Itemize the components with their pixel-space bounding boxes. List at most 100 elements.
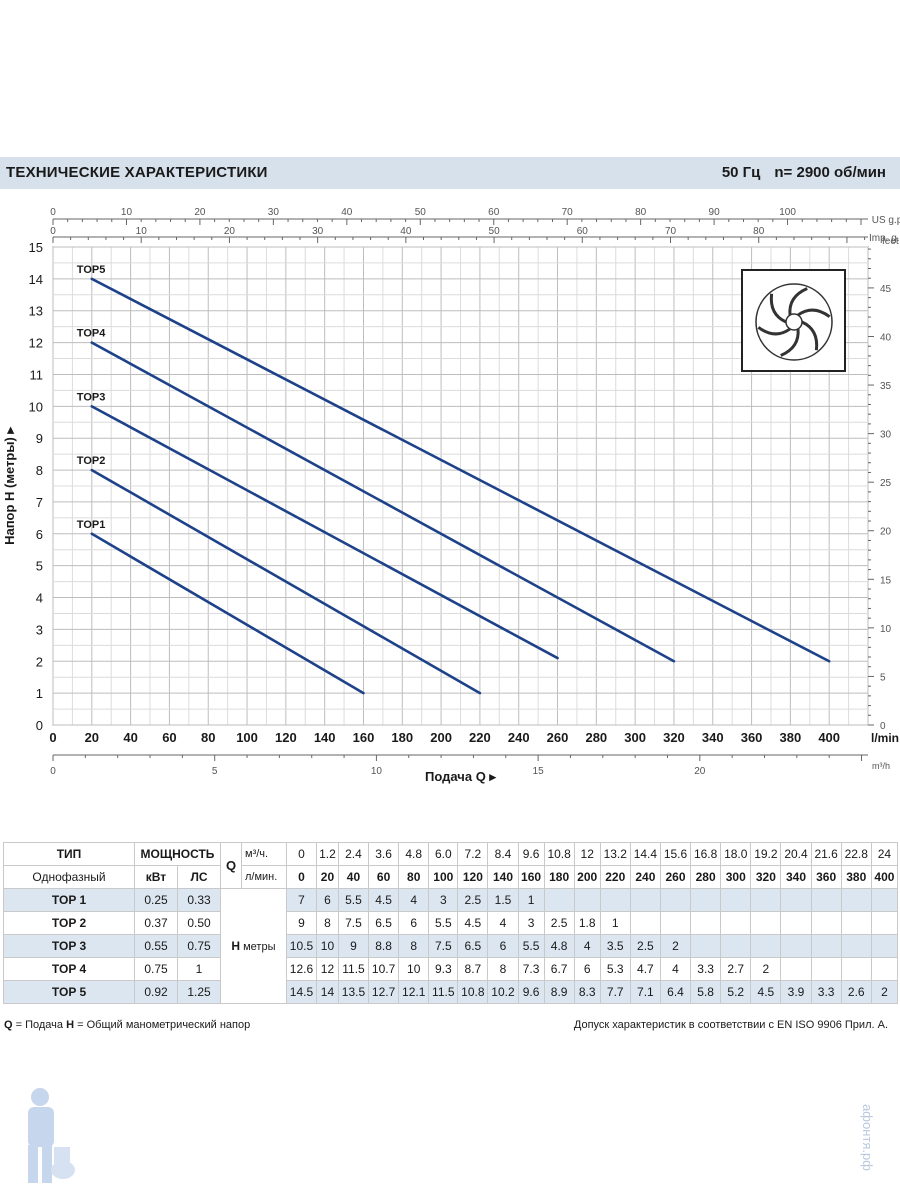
y-tick-label: 6 bbox=[36, 527, 43, 542]
head-value bbox=[573, 888, 601, 912]
table-row: TOP 5 0.92 1.25 14.5 14 13.5 12.7 12.1 11.5 10.8 1… bbox=[3, 980, 899, 1004]
y-tick-label: 13 bbox=[29, 304, 43, 319]
q-lmin-value: 380 bbox=[840, 865, 872, 889]
head-value bbox=[870, 934, 899, 958]
head-value: 12 bbox=[316, 957, 339, 981]
h-label-cell: Н метры bbox=[220, 888, 287, 1004]
x-tick-label: 240 bbox=[508, 730, 530, 745]
head-value bbox=[840, 957, 872, 981]
x-tick-label: 40 bbox=[123, 730, 137, 745]
q-m3h-value: 13.2 bbox=[599, 842, 631, 866]
head-value: 2.6 bbox=[840, 980, 872, 1004]
legend-q-text: = Подача bbox=[12, 1019, 67, 1031]
head-value: 14.5 bbox=[285, 980, 318, 1004]
head-value: 10.8 bbox=[457, 980, 489, 1004]
head-value bbox=[690, 911, 722, 935]
q-lmin-value: 40 bbox=[337, 865, 370, 889]
head-value: 2.7 bbox=[720, 957, 752, 981]
q-m3h-value: 4.8 bbox=[398, 842, 430, 866]
power-kw: 0.55 bbox=[134, 934, 178, 958]
head-value: 10 bbox=[398, 957, 430, 981]
q-lmin-value: 360 bbox=[810, 865, 842, 889]
impeller-vane bbox=[769, 293, 787, 324]
us-gpm-tick-label: 10 bbox=[121, 207, 133, 218]
h-unit: метры bbox=[240, 941, 276, 953]
impeller-hub bbox=[785, 313, 803, 331]
us-gpm-tick-label: 20 bbox=[194, 207, 206, 218]
table-row: TOP 4 0.75 1 12.6 12 11.5 10.7 10 9.3 8.7 8 7.3 6.7 6… bbox=[3, 957, 899, 981]
imp-gpm-tick-label: 0 bbox=[50, 226, 56, 237]
feet-tick-label: 25 bbox=[880, 478, 892, 489]
q-lmin-value: 60 bbox=[368, 865, 400, 889]
x-tick-label: 360 bbox=[741, 730, 763, 745]
y-tick-label: 2 bbox=[36, 654, 43, 669]
col-type-sub: Однофазный bbox=[3, 865, 135, 889]
head-value: 1 bbox=[599, 911, 631, 935]
power-hp: 1.25 bbox=[177, 980, 221, 1004]
x-tick-label: 80 bbox=[201, 730, 215, 745]
head-value bbox=[840, 911, 872, 935]
head-value bbox=[810, 911, 842, 935]
head-value: 2.5 bbox=[543, 911, 575, 935]
head-value bbox=[810, 957, 842, 981]
q-m3h-value: 2.4 bbox=[337, 842, 370, 866]
head-value: 1.5 bbox=[487, 888, 519, 912]
q-m3h-value: 0 bbox=[285, 842, 318, 866]
model-name: TOP 1 bbox=[3, 888, 135, 912]
us-gpm-tick-label: 80 bbox=[635, 207, 647, 218]
head-value: 8 bbox=[487, 957, 519, 981]
y-tick-label: 5 bbox=[36, 559, 43, 574]
model-name: TOP 5 bbox=[3, 980, 135, 1004]
y-tick-label: 15 bbox=[29, 240, 43, 255]
head-value bbox=[750, 888, 782, 912]
m3h-tick-label: 10 bbox=[371, 766, 383, 777]
x-tick-label: 340 bbox=[702, 730, 724, 745]
y-tick-label: 1 bbox=[36, 686, 43, 701]
x-tick-label: 160 bbox=[353, 730, 375, 745]
head-value: 11.5 bbox=[337, 957, 370, 981]
q-m3h-value: 1.2 bbox=[316, 842, 339, 866]
head-value: 4 bbox=[398, 888, 430, 912]
table-row: TOP 3 0.55 0.75 10.5 10 9 8.8 8 7.5 6.5 6 5.5 4.8 4 3.… bbox=[3, 934, 899, 958]
y-tick-label: 7 bbox=[36, 495, 43, 510]
head-value: 8.7 bbox=[457, 957, 489, 981]
head-value: 5.5 bbox=[337, 888, 370, 912]
head-value: 2.5 bbox=[629, 934, 661, 958]
series-label-top3: TOP3 bbox=[77, 391, 106, 403]
head-value: 10.7 bbox=[368, 957, 400, 981]
head-value bbox=[720, 934, 752, 958]
y-tick-label: 0 bbox=[36, 718, 43, 733]
q-lmin-value: 400 bbox=[870, 865, 899, 889]
unit-m3h: м³/ч. bbox=[241, 842, 287, 866]
imp-gpm-tick-label: 60 bbox=[577, 226, 589, 237]
page-title: ТЕХНИЧЕСКИЕ ХАРАКТЕРИСТИКИ bbox=[6, 164, 268, 181]
power-hp: 0.50 bbox=[177, 911, 221, 935]
q-lmin-value: 0 bbox=[285, 865, 318, 889]
q-m3h-value: 20.4 bbox=[780, 842, 812, 866]
q-m3h-value: 8.4 bbox=[487, 842, 519, 866]
m3h-axis-label: m³/h bbox=[872, 761, 890, 771]
head-value: 3.5 bbox=[599, 934, 631, 958]
head-value: 7.3 bbox=[517, 957, 545, 981]
head-value: 2 bbox=[659, 934, 692, 958]
head-value: 6 bbox=[573, 957, 601, 981]
x-tick-label: 180 bbox=[391, 730, 413, 745]
us-gpm-tick-label: 60 bbox=[488, 207, 500, 218]
power-hp: 0.75 bbox=[177, 934, 221, 958]
imp-gpm-tick-label: 80 bbox=[753, 226, 765, 237]
head-value: 5.5 bbox=[517, 934, 545, 958]
x-tick-label: 20 bbox=[85, 730, 99, 745]
x-tick-label: 100 bbox=[236, 730, 258, 745]
head-value: 7.5 bbox=[428, 934, 459, 958]
y-tick-label: 9 bbox=[36, 431, 43, 446]
feet-axis-label: feet bbox=[882, 236, 899, 247]
head-value bbox=[750, 911, 782, 935]
imp-gpm-tick-label: 40 bbox=[400, 226, 412, 237]
impeller-vane bbox=[801, 320, 819, 351]
series-line-top4 bbox=[90, 341, 676, 663]
feet-tick-label: 0 bbox=[880, 721, 886, 732]
head-value bbox=[720, 888, 752, 912]
q-lmin-value: 280 bbox=[690, 865, 722, 889]
col-kw-header: кВт bbox=[134, 865, 178, 889]
q-lmin-value: 20 bbox=[316, 865, 339, 889]
